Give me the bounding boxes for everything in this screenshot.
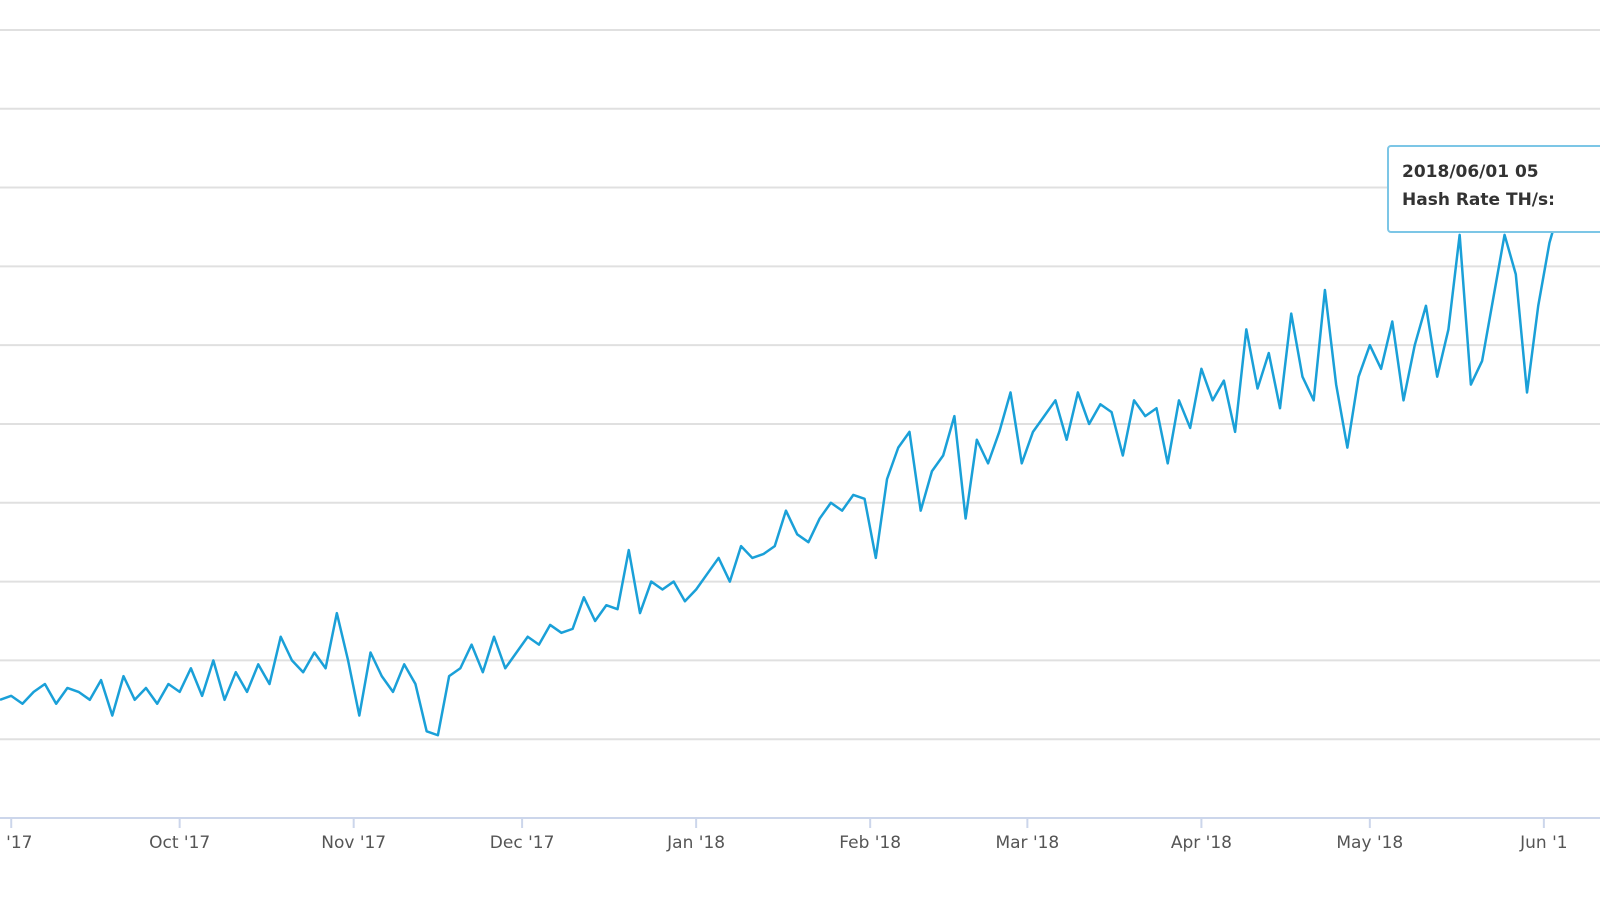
x-tick-label: Nov '17 bbox=[321, 833, 386, 853]
x-tick-label: Oct '17 bbox=[149, 833, 210, 853]
x-tick-label: May '18 bbox=[1336, 833, 1403, 853]
tooltip: 2018/06/01 05 Hash Rate TH/s: bbox=[1387, 145, 1600, 233]
tooltip-date: 2018/06/01 05 bbox=[1402, 162, 1539, 182]
x-tick-label: Jun '1 bbox=[1519, 833, 1567, 853]
data-line bbox=[0, 202, 1562, 737]
x-tick-label: Jan '18 bbox=[666, 833, 725, 853]
x-tick-label: Dec '17 bbox=[490, 833, 555, 853]
x-tick-label: Feb '18 bbox=[839, 833, 901, 853]
tooltip-box bbox=[1387, 145, 1600, 233]
x-tick-label: Apr '18 bbox=[1171, 833, 1232, 853]
x-tick-label: p '17 bbox=[0, 833, 32, 853]
x-tick-label: Mar '18 bbox=[995, 833, 1059, 853]
tooltip-label: Hash Rate TH/s: bbox=[1402, 190, 1555, 210]
